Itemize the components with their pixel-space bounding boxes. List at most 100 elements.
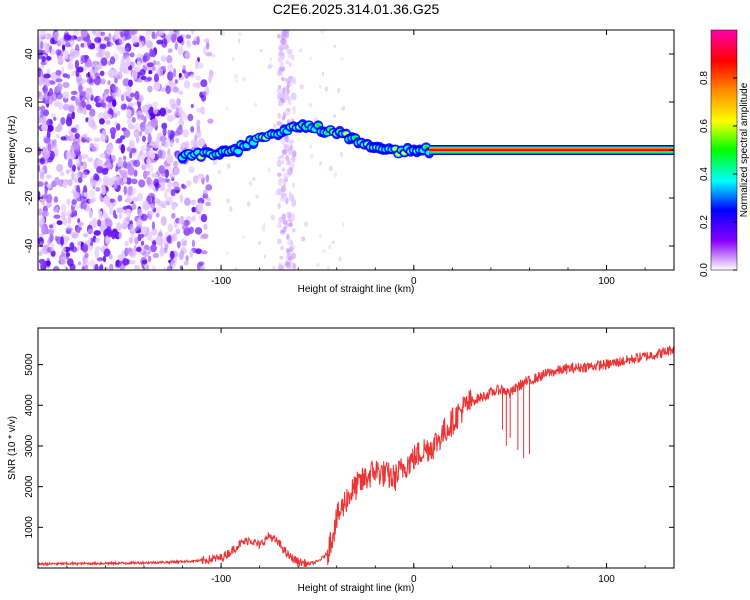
noise-blob <box>280 245 284 251</box>
noise-blob <box>159 183 166 191</box>
noise-blob <box>113 180 118 190</box>
noise-blob <box>104 135 108 141</box>
noise-blob <box>171 212 176 219</box>
noise-blob <box>50 242 55 252</box>
noise-blob <box>120 169 128 178</box>
noise-blob <box>38 181 44 187</box>
spectrogram-y-ticks: -40 -20 0 20 40 <box>24 48 674 253</box>
noise-blob <box>57 55 65 63</box>
noise-blob <box>53 214 61 219</box>
noise-blob <box>166 187 172 193</box>
noise-blob <box>127 186 133 196</box>
noise-blob <box>55 134 60 139</box>
noise-blob <box>143 244 150 251</box>
noise-blob <box>80 90 87 97</box>
noise-blob <box>276 121 283 126</box>
noise-blob <box>133 130 139 139</box>
noise-blob <box>38 209 43 217</box>
snr-line <box>38 345 674 567</box>
noise-blob <box>133 245 137 253</box>
noise-blob <box>114 77 118 84</box>
noise-blob <box>117 158 124 167</box>
noise-blob <box>276 159 282 168</box>
noise-blob <box>148 69 153 75</box>
noise-blob <box>55 92 64 100</box>
noise-blob <box>111 230 116 240</box>
noise-blob <box>277 70 282 76</box>
noise-blob <box>94 174 100 181</box>
noise-blob <box>55 69 62 76</box>
noise-blob <box>195 75 202 81</box>
noise-blob <box>151 50 156 58</box>
noise-blob <box>196 35 200 45</box>
noise-blob <box>74 59 80 70</box>
noise-blob <box>124 240 129 247</box>
noise-blob <box>291 154 295 161</box>
noise-blob <box>160 216 167 226</box>
noise-blob <box>115 222 122 232</box>
noise-blob <box>93 230 101 236</box>
snr-x-tick-label: -100 <box>211 574 231 585</box>
noise-blob <box>99 211 103 220</box>
noise-blob <box>67 158 73 169</box>
noise-blob <box>38 165 41 173</box>
noise-blob <box>76 226 81 234</box>
noise-blob <box>327 244 332 250</box>
noise-blob <box>113 30 120 40</box>
noise-blob <box>145 40 153 48</box>
noise-blob <box>171 232 178 242</box>
noise-blob <box>190 125 195 133</box>
snr-frame <box>37 327 675 569</box>
noise-blob <box>71 127 78 133</box>
spectrogram-y-tick-label: -40 <box>24 238 35 253</box>
noise-blob <box>151 221 156 230</box>
noise-blob <box>60 236 64 246</box>
noise-blob <box>281 194 286 200</box>
noise-blob <box>126 216 131 222</box>
noise-blob <box>88 198 95 204</box>
noise-blob <box>38 67 42 78</box>
noise-blob <box>109 127 117 135</box>
noise-blob <box>161 38 168 48</box>
noise-blob <box>83 133 88 140</box>
noise-blob <box>282 219 289 225</box>
noise-blob <box>278 92 282 98</box>
noise-blob <box>117 254 124 262</box>
noise-blob <box>155 235 161 245</box>
noise-blob <box>281 116 286 121</box>
noise-blob <box>81 266 86 270</box>
noise-blob <box>70 133 74 142</box>
noise-blob <box>123 129 131 138</box>
noise-blob <box>99 153 106 159</box>
noise-blob <box>141 259 148 265</box>
noise-blob <box>159 247 165 257</box>
noise-blob <box>146 115 151 120</box>
noise-blob <box>62 73 68 78</box>
noise-blob <box>126 198 133 204</box>
noise-blob <box>123 91 130 97</box>
noise-blob <box>65 41 72 48</box>
noise-blob <box>125 86 132 92</box>
noise-blob <box>287 218 294 223</box>
noise-blob <box>100 133 105 142</box>
ridge-mid <box>234 148 242 155</box>
noise-blob <box>281 98 286 104</box>
colorbar-label: Normalized spectral amplitude <box>739 82 750 217</box>
noise-blob <box>94 263 99 270</box>
noise-blob <box>196 119 201 127</box>
noise-blob <box>46 201 52 208</box>
noise-blob <box>285 261 291 266</box>
noise-blob <box>136 246 142 253</box>
noise-blob <box>173 110 177 120</box>
noise-blob <box>147 255 152 263</box>
noise-blob <box>299 84 304 90</box>
spectrogram-panel: -100 0 100 -40 -20 0 20 40 Height of straight … <box>7 29 675 295</box>
noise-blob <box>170 259 177 269</box>
noise-blob <box>181 224 189 231</box>
noise-blob <box>94 72 101 78</box>
noise-blob <box>314 116 318 122</box>
noise-blob <box>207 118 214 124</box>
noise-blob <box>225 106 229 111</box>
noise-blob <box>70 90 78 95</box>
